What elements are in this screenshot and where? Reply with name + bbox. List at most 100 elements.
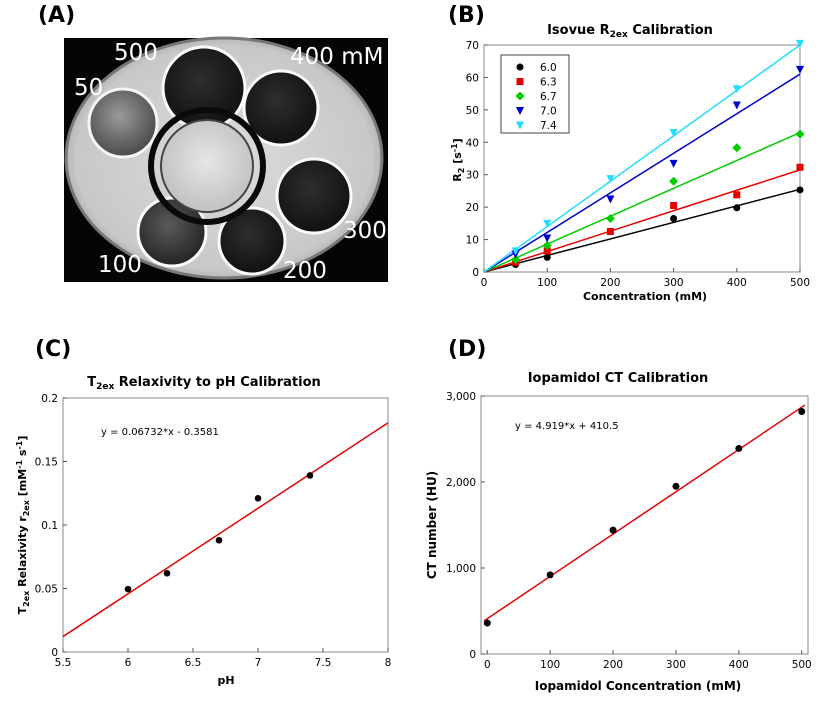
- panel-d-label: (D): [448, 337, 487, 362]
- label-400mm: 400 mM: [290, 44, 383, 70]
- x-tick-label: 6.5: [185, 657, 202, 669]
- point-6.0: [543, 253, 551, 261]
- x-tick-label: 200: [603, 659, 623, 671]
- fit-line-7.4: [483, 44, 801, 273]
- chart-c-ylabel: T2ex Relaxivity r2ex [mM-1 s-1]: [15, 436, 31, 615]
- y-tick-label: 50: [466, 105, 479, 117]
- chart-c: T2ex Relaxivity to pH Calibration 5.5 6 6.…: [15, 375, 391, 687]
- point-6.3: [670, 202, 678, 210]
- legend-label: 6.3: [540, 77, 557, 89]
- x-tick-label: 100: [540, 659, 560, 671]
- fit-line-6.7: [483, 131, 801, 273]
- chart-b-title: Isovue R2ex Calibration: [547, 23, 713, 40]
- point-7.4: [796, 39, 804, 48]
- mri-image: 500 400 mM 50 300 100 200: [64, 36, 388, 284]
- data-point: [798, 407, 806, 415]
- vial-50: [87, 87, 159, 159]
- x-tick-label: 0: [484, 659, 491, 671]
- y-tick-label: 30: [466, 170, 479, 182]
- fit-line: [483, 404, 806, 622]
- legend-label: 7.4: [540, 120, 557, 132]
- point-7.4: [543, 219, 552, 228]
- chart-c-title: T2ex Relaxivity to pH Calibration: [87, 375, 321, 392]
- x-tick-label: 7: [255, 657, 262, 669]
- data-point: [483, 619, 491, 627]
- x-tick-label: 500: [792, 659, 812, 671]
- x-tick-label: 200: [600, 277, 620, 289]
- fit-line-6.3: [483, 169, 801, 273]
- point-6.7: [732, 143, 742, 153]
- point-7.0: [669, 159, 678, 168]
- chart-d-title: Iopamidol CT Calibration: [528, 371, 709, 386]
- y-tick-label: 0.2: [41, 393, 58, 405]
- point-6.0: [670, 214, 678, 222]
- x-tick-label: 500: [790, 277, 810, 289]
- legend-label: 7.0: [540, 106, 557, 118]
- center-vial: [160, 119, 254, 213]
- point-7.0: [606, 195, 615, 204]
- chart-d-fit-line: [483, 404, 806, 622]
- point-6.3: [796, 163, 804, 171]
- chart-d-ylabel: CT number (HU): [425, 471, 439, 579]
- data-point: [215, 536, 223, 544]
- chart-d-ticks: 0 100 200 300 400 500 0 1,000 2,000 3,000: [446, 391, 812, 671]
- point-6.3: [606, 227, 614, 235]
- vial-400: [242, 69, 320, 147]
- y-tick-label: 0.05: [35, 584, 58, 596]
- data-point: [163, 569, 171, 577]
- label-300: 300: [343, 218, 387, 244]
- y-tick-label: 3,000: [446, 391, 476, 403]
- data-point: [609, 526, 617, 534]
- point-7.4: [606, 175, 615, 184]
- x-tick-label: 6: [125, 657, 132, 669]
- panel-a-label: (A): [38, 3, 76, 28]
- y-tick-label: 70: [466, 40, 479, 52]
- point-7.4: [669, 129, 678, 138]
- x-tick-label: 400: [729, 659, 749, 671]
- x-tick-label: 100: [537, 277, 557, 289]
- chart-b-ylabel: R2 [s-1]: [450, 138, 466, 181]
- chart-c-fit-line: [62, 422, 389, 638]
- y-tick-label: 0: [472, 267, 479, 279]
- chart-b-plot-area: [483, 44, 801, 273]
- data-point: [735, 444, 743, 452]
- chart-c-ticks: 5.5 6 6.5 7 7.5 8 0 0.05 0.1 0.15 0.2: [35, 393, 392, 669]
- data-point: [124, 585, 132, 593]
- x-tick-label: 0: [481, 277, 488, 289]
- vial-100: [136, 196, 208, 268]
- label-50: 50: [74, 75, 103, 101]
- point-7.0: [732, 101, 741, 110]
- chart-d: Iopamidol CT Calibration 0 100 200 300 400 50…: [425, 371, 812, 693]
- panel-b-label: (B): [448, 3, 485, 28]
- label-500: 500: [114, 40, 158, 66]
- chart-b-fit-lines: [483, 44, 801, 273]
- chart-d-xlabel: Iopamidol Concentration (mM): [535, 679, 742, 693]
- fit-line-6.0: [483, 188, 801, 273]
- legend-marker-7.4: [516, 121, 524, 130]
- chart-c-xlabel: pH: [217, 674, 234, 687]
- point-6.7: [542, 240, 552, 250]
- x-tick-label: 400: [727, 277, 747, 289]
- legend-box: [500, 54, 570, 134]
- point-6.3: [733, 191, 741, 199]
- chart-c-equation: y = 0.06732*x - 0.3581: [101, 427, 219, 438]
- y-tick-label: 0.15: [35, 457, 58, 469]
- x-tick-label: 300: [666, 659, 686, 671]
- y-tick-label: 10: [466, 235, 479, 247]
- data-point: [672, 482, 680, 490]
- x-tick-label: 300: [664, 277, 684, 289]
- y-tick-label: 2,000: [446, 477, 476, 489]
- legend-label: 6.7: [540, 91, 557, 103]
- chart-b-xlabel: Concentration (mM): [583, 290, 707, 303]
- point-6.7: [605, 213, 615, 223]
- fit-line: [62, 422, 389, 638]
- point-6.7: [669, 176, 679, 186]
- y-tick-label: 60: [466, 72, 479, 84]
- legend-marker-6.0: [516, 63, 524, 71]
- point-7.4: [511, 247, 520, 256]
- y-tick-label: 0.1: [41, 520, 58, 532]
- vial-300: [275, 157, 353, 235]
- point-7.0: [796, 65, 804, 74]
- legend-label: 6.0: [540, 62, 557, 74]
